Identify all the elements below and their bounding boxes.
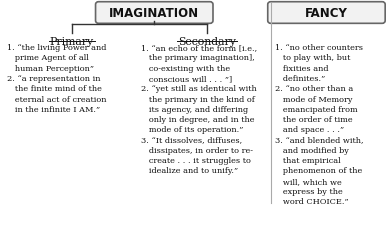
Text: Secondary: Secondary — [178, 37, 236, 47]
Text: 1. “no other counters
   to play with, but
   fixities and
   definites.”
2. “no: 1. “no other counters to play with, but … — [275, 44, 363, 205]
Text: 1. “the living Power and
   prime Agent of all
   human Perception”
2. “a repres: 1. “the living Power and prime Agent of … — [7, 44, 106, 113]
Text: FANCY: FANCY — [305, 7, 348, 20]
FancyBboxPatch shape — [95, 3, 213, 24]
Text: Primary: Primary — [50, 37, 94, 47]
Text: 1. “an echo of the form [i.e.,
   the primary imagination],
   co-existing with : 1. “an echo of the form [i.e., the prima… — [141, 44, 258, 175]
FancyBboxPatch shape — [268, 3, 385, 24]
Text: IMAGINATION: IMAGINATION — [109, 7, 199, 20]
